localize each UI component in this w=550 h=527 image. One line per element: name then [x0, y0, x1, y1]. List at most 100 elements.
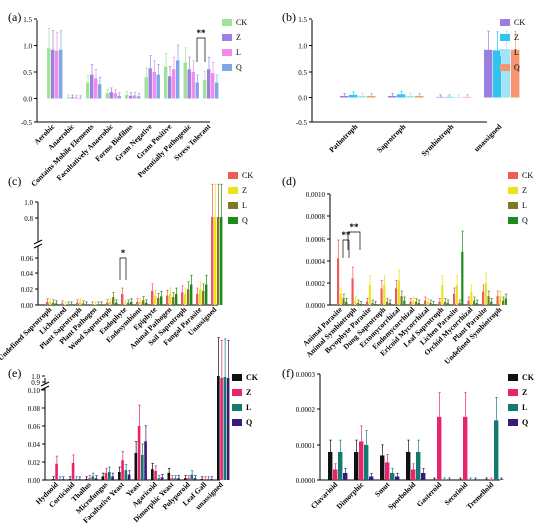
bar [203, 479, 207, 480]
bar [82, 303, 85, 305]
y-tick-label: 0.5 [298, 69, 307, 77]
bar [395, 476, 400, 480]
bar [453, 293, 456, 305]
bar [152, 72, 156, 99]
legend-swatch [508, 217, 518, 224]
bar [511, 49, 520, 98]
bar [366, 301, 369, 305]
x-tick-label: Pathotroph [327, 121, 360, 154]
chart-panel-b: (b) -0.5 0.0 0.5 1.0 1.5 Pathotroph Saprotroph S… [282, 10, 525, 158]
bar [104, 472, 108, 480]
bar [202, 290, 205, 305]
bar [55, 303, 58, 305]
bar [354, 300, 357, 305]
legend-label: Q [514, 63, 520, 72]
legend-swatch [232, 389, 242, 396]
bar [490, 301, 493, 305]
bar [100, 304, 103, 305]
bar [52, 302, 55, 305]
bar [61, 303, 64, 305]
bar [371, 302, 374, 305]
bar [111, 476, 114, 480]
x-tick-label: Dimorphic [335, 480, 366, 511]
bar [98, 84, 102, 99]
bar [113, 93, 117, 99]
bar [144, 77, 148, 99]
bar [134, 453, 138, 480]
bar [129, 95, 133, 99]
x-tick-label: Smut [373, 480, 392, 499]
y-tick-label: 1.0 [31, 373, 40, 381]
x-tick-label: Tremelloid [465, 479, 496, 510]
y-tick-label: 1.0 [298, 43, 307, 51]
significance-marker: ** [197, 28, 207, 38]
bar [338, 451, 343, 480]
bar [207, 479, 210, 480]
bar [160, 477, 164, 480]
bar [75, 479, 78, 480]
bar [88, 478, 91, 480]
bar [226, 378, 230, 480]
bar [494, 420, 499, 480]
x-tick-label: unassigned [472, 121, 504, 153]
significance-marker: ** [350, 222, 360, 232]
bar [67, 304, 70, 305]
bar [417, 302, 420, 305]
legend-label: Z [514, 33, 519, 42]
y-tick-label: -0.5 [21, 119, 33, 127]
legend-swatch [232, 404, 242, 411]
bar [199, 289, 202, 305]
bar [445, 96, 454, 98]
bar [499, 296, 502, 305]
bar [170, 478, 174, 480]
legend-swatch [508, 374, 518, 381]
bar [380, 288, 383, 305]
legend-swatch [228, 202, 238, 209]
bar [426, 301, 429, 305]
bar [154, 471, 157, 480]
bar [74, 97, 78, 99]
y-tick-label: 0.8 [24, 215, 33, 223]
bar [454, 96, 463, 98]
bar [125, 94, 129, 99]
bar [121, 460, 124, 480]
bar [328, 451, 333, 480]
bar [493, 50, 502, 98]
legend-label: L [522, 201, 527, 210]
bar [136, 301, 139, 305]
bar [71, 462, 75, 480]
bar [467, 300, 470, 305]
bar [207, 69, 211, 99]
bar [183, 62, 187, 99]
bar [482, 291, 485, 305]
y-tick-label: 0.10 [28, 387, 41, 395]
bar [484, 49, 493, 98]
bar [333, 469, 338, 480]
bar [432, 303, 435, 305]
bar [121, 293, 124, 305]
panel-label: (e) [8, 366, 21, 380]
y-tick-label: 1.0 [23, 43, 32, 51]
bar [437, 416, 442, 480]
bar [142, 300, 145, 305]
bar [106, 302, 109, 305]
y-tick-label: 0.00 [28, 477, 41, 485]
bar [47, 48, 51, 99]
bar [369, 476, 374, 480]
y-tick-label: 1.5 [298, 16, 307, 24]
bar [504, 298, 507, 305]
bar [46, 301, 49, 305]
y-tick-label: 0.0010 [306, 191, 326, 199]
bar [70, 97, 74, 99]
y-tick-label: 0.0 [23, 96, 32, 104]
bar [184, 478, 187, 480]
legend-label: Q [242, 216, 248, 225]
legend-label: L [236, 48, 241, 57]
bar [172, 69, 176, 99]
legend-label: CK [246, 373, 259, 382]
legend-swatch [508, 389, 518, 396]
legend-swatch [508, 172, 518, 179]
bar [124, 303, 127, 305]
bar [403, 300, 406, 305]
bar [64, 304, 67, 305]
